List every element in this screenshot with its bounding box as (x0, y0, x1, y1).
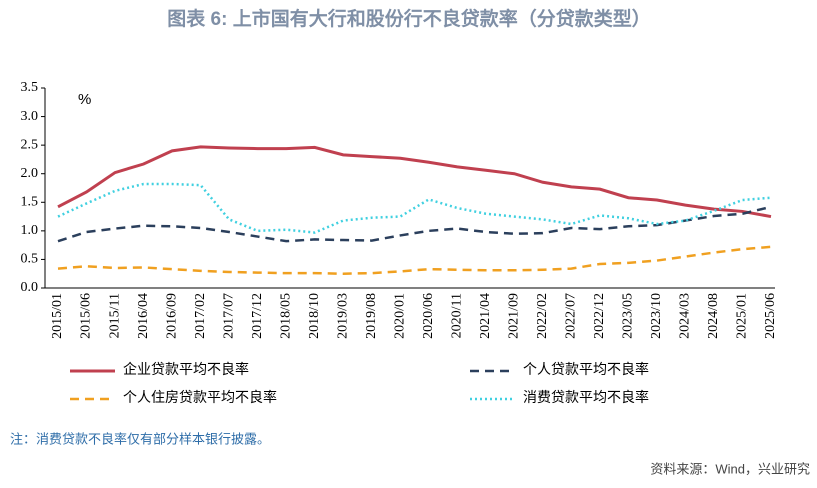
series-line (57, 205, 772, 243)
legend-label: 个人贷款平均不良率 (523, 361, 649, 378)
series-line (57, 182, 772, 234)
x-tick-label: 2022/07 (564, 293, 579, 339)
series-line (57, 245, 772, 275)
y-tick-label: 1.0 (21, 223, 39, 238)
legend-label: 消费贷款平均不良率 (523, 389, 649, 406)
legend-label: 企业贷款平均不良率 (123, 361, 249, 378)
y-tick-label: 1.5 (21, 195, 39, 210)
x-tick-label: 2024/08 (706, 293, 721, 339)
x-tick-label: 2021/09 (507, 293, 522, 339)
x-tick-label: 2019/08 (364, 293, 379, 339)
x-tick-label: 2023/05 (621, 293, 636, 339)
series-line (57, 145, 772, 219)
x-tick-label: 2025/06 (763, 293, 778, 339)
x-tick-label: 2024/03 (678, 293, 693, 339)
y-tick-label: 0.0 (21, 280, 39, 295)
x-tick-label: 2017/12 (250, 293, 265, 339)
y-tick-label: 3.0 (21, 109, 39, 124)
source: 资料来源：Wind，兴业研究 (650, 461, 810, 476)
chart-title: 图表 6: 上市国有大行和股份行不良贷款率（分贷款类型） (167, 7, 650, 30)
x-tick-label: 2020/01 (392, 293, 407, 339)
legend-label: 个人住房贷款平均不良率 (123, 389, 277, 406)
x-tick-label: 2015/11 (107, 293, 122, 338)
x-tick-label: 2016/04 (136, 293, 151, 339)
x-tick-label: 2019/03 (335, 293, 350, 339)
x-tick-label: 2015/06 (79, 293, 94, 339)
x-tick-label: 2017/07 (221, 293, 236, 339)
y-tick-label: 2.5 (21, 137, 39, 152)
x-tick-label: 2015/01 (50, 293, 65, 339)
x-tick-label: 2023/10 (649, 293, 664, 339)
x-tick-label: 2020/06 (421, 293, 436, 339)
x-tick-label: 2018/05 (278, 293, 293, 339)
x-tick-label: 2022/12 (592, 293, 607, 339)
y-unit: % (78, 91, 91, 108)
x-tick-label: 2020/11 (449, 293, 464, 338)
x-tick-label: 2022/02 (535, 293, 550, 339)
y-tick-label: 3.5 (21, 80, 39, 95)
x-tick-label: 2017/02 (193, 293, 208, 339)
x-tick-label: 2016/09 (164, 293, 179, 339)
note: 注：消费贷款不良率仅有部分样本银行披露。 (10, 431, 270, 446)
x-tick-label: 2025/01 (735, 293, 750, 339)
x-tick-label: 2018/10 (307, 293, 322, 339)
y-tick-label: 0.5 (21, 252, 39, 267)
x-tick-label: 2021/04 (478, 293, 493, 339)
y-tick-label: 2.0 (21, 166, 39, 181)
